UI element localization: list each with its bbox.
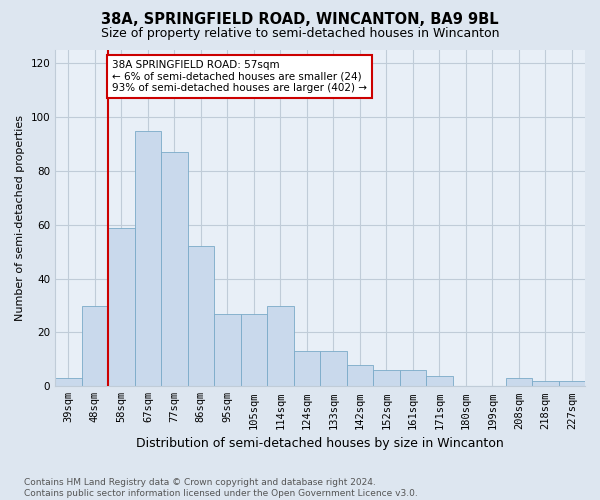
Bar	[241, 314, 267, 386]
Bar	[161, 152, 188, 386]
Bar	[55, 378, 82, 386]
X-axis label: Distribution of semi-detached houses by size in Wincanton: Distribution of semi-detached houses by …	[136, 437, 504, 450]
Bar	[532, 381, 559, 386]
Bar	[559, 381, 585, 386]
Bar	[373, 370, 400, 386]
Bar	[506, 378, 532, 386]
Bar	[82, 306, 108, 386]
Bar	[188, 246, 214, 386]
Bar	[400, 370, 426, 386]
Text: Size of property relative to semi-detached houses in Wincanton: Size of property relative to semi-detach…	[101, 28, 499, 40]
Text: 38A, SPRINGFIELD ROAD, WINCANTON, BA9 9BL: 38A, SPRINGFIELD ROAD, WINCANTON, BA9 9B…	[101, 12, 499, 28]
Text: Contains HM Land Registry data © Crown copyright and database right 2024.
Contai: Contains HM Land Registry data © Crown c…	[24, 478, 418, 498]
Bar	[426, 376, 452, 386]
Bar	[214, 314, 241, 386]
Bar	[347, 365, 373, 386]
Bar	[293, 352, 320, 386]
Bar	[108, 228, 134, 386]
Text: 38A SPRINGFIELD ROAD: 57sqm
← 6% of semi-detached houses are smaller (24)
93% of: 38A SPRINGFIELD ROAD: 57sqm ← 6% of semi…	[112, 60, 367, 94]
Bar	[320, 352, 347, 386]
Bar	[267, 306, 293, 386]
Bar	[134, 130, 161, 386]
Y-axis label: Number of semi-detached properties: Number of semi-detached properties	[15, 115, 25, 321]
